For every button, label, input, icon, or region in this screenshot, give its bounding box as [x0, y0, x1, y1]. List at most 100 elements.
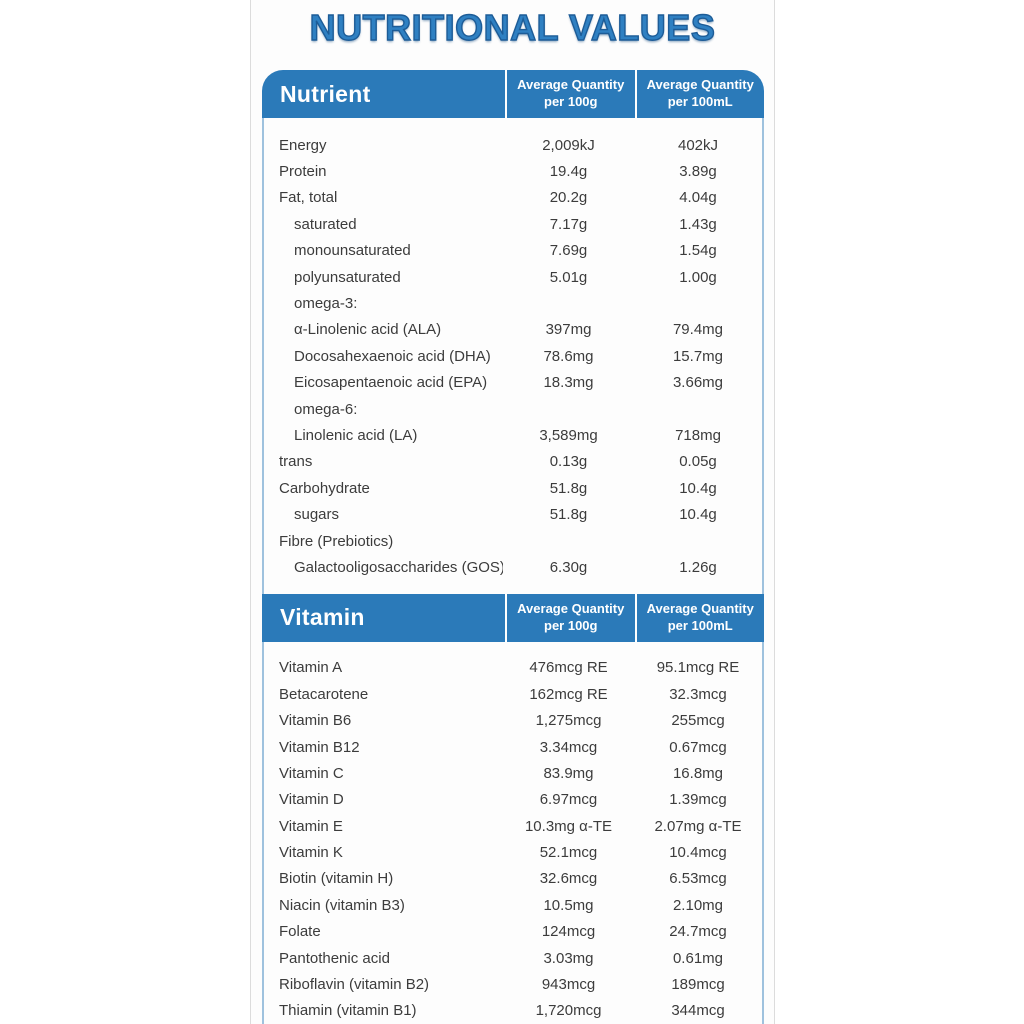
table-row: sugars 51.8g 10.4g [264, 501, 762, 527]
value-per-100ml: 344mcg [671, 1002, 725, 1020]
value-per-100g: 78.6mg [543, 347, 594, 365]
table-row: Fat, total 20.2g 4.04g [264, 185, 762, 211]
row-label: Betacarotene [279, 685, 369, 703]
value-per-100ml: 0.05g [679, 453, 717, 471]
value-per-100ml: 2.10mg [672, 896, 724, 914]
table-row: Vitamin B12 3.34mcg 0.67mcg [264, 734, 762, 760]
nutrition-table: Nutrient Average Quantity per 100g Avera… [262, 70, 764, 1024]
value-per-100g: 83.9mg [543, 764, 594, 782]
table-row: monounsaturated 7.69g 1.54g [264, 238, 762, 264]
row-label: Energy [279, 136, 327, 154]
table-row: Folate 124mcg 24.7mcg [264, 919, 762, 945]
value-per-100ml: 1.00g [679, 268, 717, 286]
value-per-100ml: 1.43g [679, 215, 717, 233]
table-row: trans 0.13g 0.05g [264, 449, 762, 475]
value-per-100g: 397mg [545, 321, 592, 339]
table-row: Linolenic acid (LA) 3,589mg 718mg [264, 422, 762, 448]
vitamin-col-per-100ml-header: Average Quantity per 100mL [634, 593, 765, 642]
table-row: Energy 2,009kJ 402kJ [264, 132, 762, 158]
value-per-100g: 52.1mcg [539, 844, 598, 862]
value-per-100ml: 10.4g [679, 506, 717, 524]
value-per-100g: 7.69g [549, 242, 588, 260]
value-per-100g: 51.8g [549, 479, 588, 497]
value-per-100ml: 79.4mg [672, 321, 724, 339]
table-row: saturated 7.17g 1.43g [264, 211, 762, 237]
table-row: omega-6: [264, 396, 762, 422]
value-per-100g: 476mcg RE [529, 659, 608, 677]
row-label: Biotin (vitamin H) [279, 870, 394, 888]
value-per-100ml: 24.7mcg [669, 923, 727, 941]
row-label: omega-3: [294, 295, 358, 313]
row-label: Docosahexaenoic acid (DHA) [294, 347, 491, 365]
value-per-100ml: 15.7mg [672, 347, 724, 365]
vitamin-col-per-100g-header: Average Quantity per 100g [505, 593, 635, 642]
value-per-100g: 19.4g [549, 163, 588, 181]
nutrient-header-bar: Nutrient Average Quantity per 100g Avera… [262, 70, 764, 118]
nutrient-col-per-100g-header: Average Quantity per 100g [505, 70, 635, 118]
value-per-100g: 10.5mg [543, 896, 594, 914]
row-label: Thiamin (vitamin B1) [279, 1002, 417, 1020]
value-per-100g: 2,009kJ [542, 136, 595, 154]
value-per-100ml: 255mcg [671, 712, 725, 730]
table-row: omega-3: [264, 290, 762, 316]
table-row: Vitamin A 476mcg RE 95.1mcg RE [264, 655, 762, 681]
value-per-100g: 6.30g [549, 558, 588, 576]
row-label: Eicosapentaenoic acid (EPA) [294, 374, 488, 392]
vitamin-header-bar: Vitamin Average Quantity per 100g Averag… [262, 593, 765, 642]
value-per-100ml: 1.26g [679, 558, 717, 576]
col-header-line1: Average Quantity [646, 600, 754, 616]
row-label: Folate [279, 923, 321, 941]
value-per-100g: 51.8g [549, 506, 588, 524]
value-per-100g: 1,720mcg [535, 1002, 602, 1020]
table-row: Vitamin B6 1,275mcg 255mcg [264, 707, 762, 733]
value-per-100ml: 4.04g [679, 189, 717, 207]
table-row: α-Linolenic acid (ALA) 397mg 79.4mg [264, 317, 762, 343]
value-per-100ml: 3.66mg [672, 374, 724, 392]
value-per-100ml: 10.4mcg [669, 844, 727, 862]
value-per-100g: 162mcg RE [529, 685, 608, 703]
row-label: Vitamin K [279, 844, 343, 862]
value-per-100g: 6.97mcg [539, 791, 598, 809]
value-per-100g: 3.03mg [543, 949, 594, 967]
value-per-100g: 943mcg [541, 976, 596, 994]
table-row: polyunsaturated 5.01g 1.00g [264, 264, 762, 290]
nutrient-rows: Energy 2,009kJ 402kJ Protein 19.4g 3.89g Fat, … [262, 118, 764, 581]
row-label: Niacin (vitamin B3) [279, 896, 405, 914]
row-label: polyunsaturated [294, 268, 401, 286]
table-row: Vitamin C 83.9mg 16.8mg [264, 760, 762, 786]
value-per-100ml: 16.8mg [672, 764, 724, 782]
row-label: Galactooligosaccharides (GOS) [294, 558, 503, 576]
row-label: monounsaturated [294, 242, 411, 260]
row-label: Vitamin E [279, 817, 343, 835]
col-header-line1: Average Quantity [517, 77, 625, 93]
table-row: Niacin (vitamin B3) 10.5mg 2.10mg [264, 892, 762, 918]
row-label: Pantothenic acid [279, 949, 390, 967]
value-per-100ml: 189mcg [671, 976, 725, 994]
row-label: Carbohydrate [279, 479, 370, 497]
value-per-100ml: 0.67mcg [669, 738, 727, 756]
value-per-100ml: 2.07mg α-TE [654, 817, 742, 835]
table-row: Carbohydrate 51.8g 10.4g [264, 475, 762, 501]
row-label: Fibre (Prebiotics) [279, 532, 394, 550]
value-per-100ml: 32.3mcg [669, 685, 727, 703]
value-per-100ml: 0.61mg [672, 949, 724, 967]
row-label: saturated [294, 215, 357, 233]
value-per-100ml: 1.54g [679, 242, 717, 260]
col-header-line1: Average Quantity [517, 600, 625, 616]
value-per-100g: 7.17g [549, 215, 588, 233]
col-header-line2: per 100mL [667, 94, 733, 109]
row-label: Vitamin D [279, 791, 344, 809]
row-label: Linolenic acid (LA) [294, 426, 418, 444]
value-per-100ml: 1.39mcg [669, 791, 727, 809]
nutrient-header-title: Nutrient [280, 80, 371, 107]
value-per-100ml: 3.89g [679, 163, 717, 181]
table-row: Fibre (Prebiotics) [264, 528, 762, 554]
row-label: Vitamin B12 [279, 738, 360, 756]
col-header-line2: per 100g [544, 94, 598, 109]
table-row: Galactooligosaccharides (GOS) 6.30g 1.26g [264, 554, 762, 580]
value-per-100g: 18.3mg [543, 374, 594, 392]
value-per-100g: 32.6mcg [539, 870, 598, 888]
table-row: Pantothenic acid 3.03mg 0.61mg [264, 945, 762, 971]
value-per-100g: 5.01g [549, 268, 588, 286]
value-per-100ml: 6.53mcg [669, 870, 727, 888]
